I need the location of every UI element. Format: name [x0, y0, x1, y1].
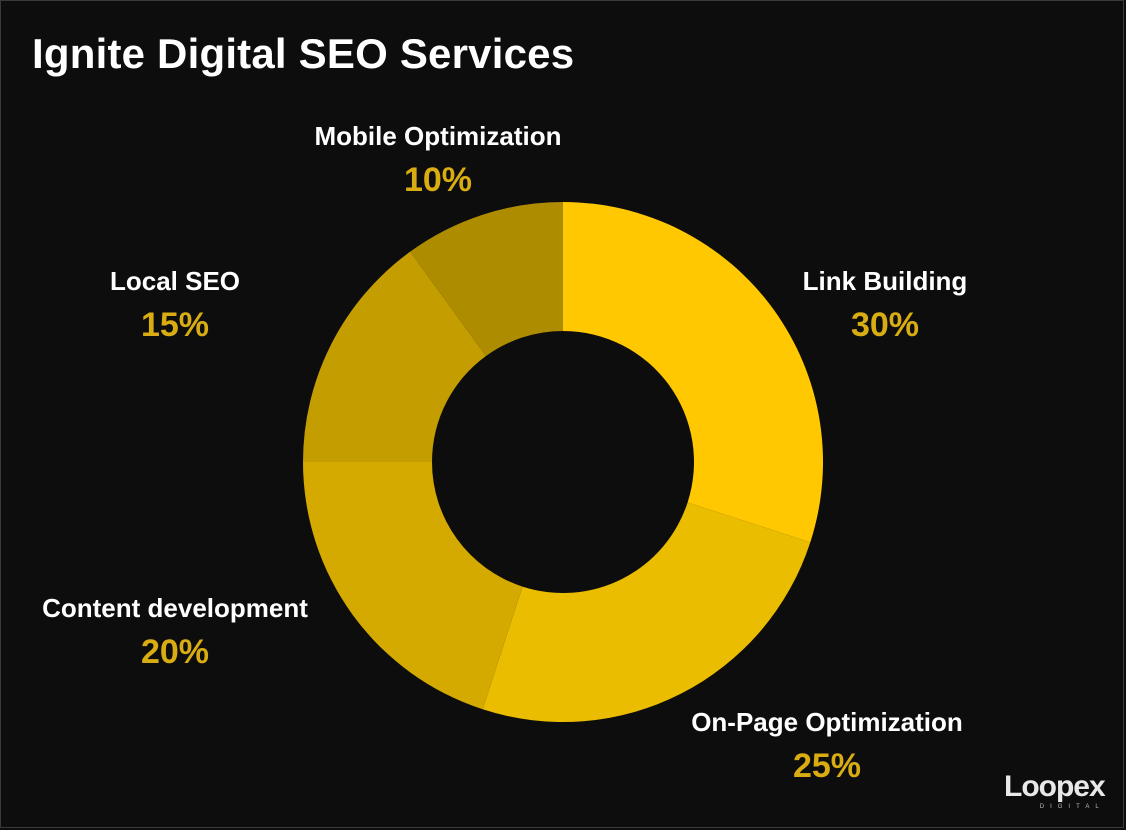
logo-wordmark: Loopex	[1004, 770, 1106, 803]
slice-label: Mobile Optimization	[315, 121, 562, 151]
slice-label: Link Building	[803, 266, 968, 296]
logo-subtext: DIGITAL	[1039, 804, 1105, 810]
slice-on-page-optimization	[482, 502, 811, 722]
slice-label: Local SEO	[110, 266, 240, 296]
slice-label: Content development	[42, 593, 308, 623]
slice-labels: Link Building 30% On-Page Optimization 25% C…	[42, 121, 967, 785]
slice-value-label: 15%	[141, 306, 209, 344]
slice-value-label: 10%	[404, 161, 472, 199]
slice-value-label: 20%	[141, 633, 209, 671]
loopex-logo: Loopex DIGITAL	[1004, 770, 1106, 811]
slice-content-development	[303, 462, 523, 710]
chart-title: Ignite Digital SEO Services	[32, 30, 575, 77]
slice-value-label: 25%	[793, 747, 861, 785]
slice-link-building	[563, 202, 824, 543]
slice-mobile-optimization	[410, 202, 563, 357]
slice-value-label: 30%	[851, 306, 919, 344]
slice-label: On-Page Optimization	[691, 707, 963, 737]
slice-local-seo	[303, 251, 487, 462]
donut-slices	[303, 202, 824, 722]
